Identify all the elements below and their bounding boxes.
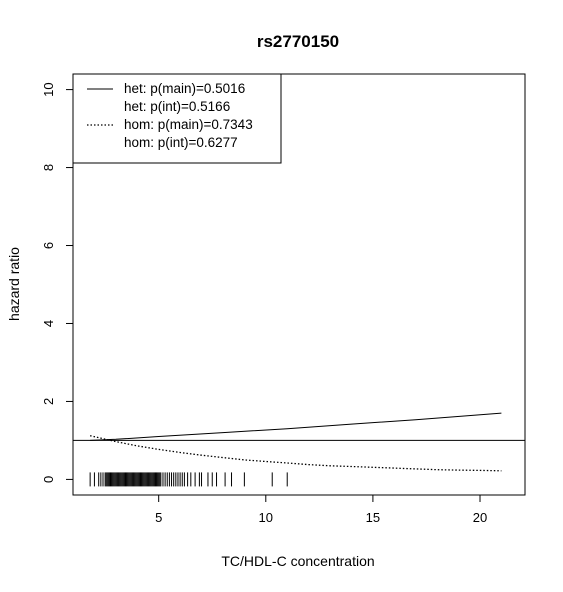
rug-group bbox=[89, 472, 288, 487]
series-group bbox=[89, 412, 502, 472]
y-tick-label-1: 2 bbox=[41, 398, 56, 405]
y-axis-label: hazard ratio bbox=[6, 247, 22, 321]
x-axis-label: TC/HDL-C concentration bbox=[221, 553, 374, 569]
y-tick-label-5: 10 bbox=[41, 82, 56, 96]
y-tick-label-0: 0 bbox=[41, 476, 56, 483]
y-tick-label-4: 8 bbox=[41, 164, 56, 171]
series-line-1 bbox=[89, 435, 502, 472]
legend-label-2: hom: p(main)=0.7343 bbox=[124, 117, 253, 132]
x-tick-label-3: 20 bbox=[473, 510, 487, 525]
legend-label-1: het: p(int)=0.5166 bbox=[124, 99, 230, 114]
legend: het: p(main)=0.5016 het: p(int)=0.5166 hom… bbox=[72, 73, 282, 164]
legend-label-0: het: p(main)=0.5016 bbox=[124, 81, 245, 96]
x-tick-label-0: 5 bbox=[155, 510, 162, 525]
y-tick-label-3: 6 bbox=[41, 242, 56, 249]
x-tick-label-2: 15 bbox=[366, 510, 380, 525]
series-line-0 bbox=[90, 412, 502, 441]
axes: 5 10 15 20 0 2 4 6 8 10 bbox=[41, 82, 487, 525]
legend-label-3: hom: p(int)=0.6277 bbox=[124, 135, 238, 150]
chart-title: rs2770150 bbox=[257, 32, 339, 51]
y-tick-label-2: 4 bbox=[41, 320, 56, 327]
x-tick-label-1: 10 bbox=[259, 510, 273, 525]
plot-frame bbox=[72, 73, 526, 496]
